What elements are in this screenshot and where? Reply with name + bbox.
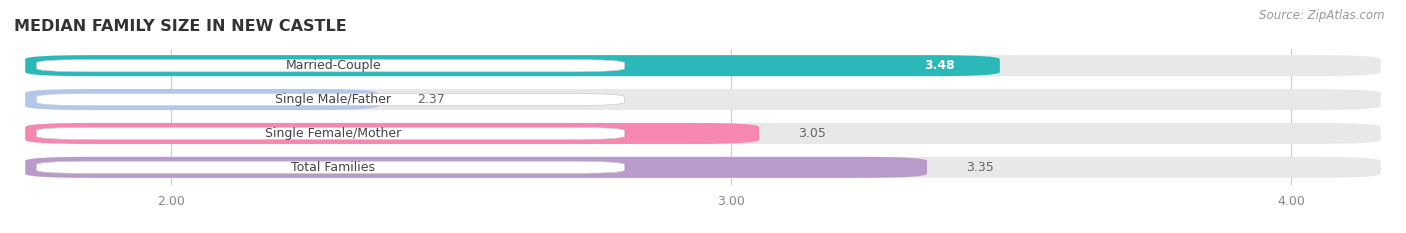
Text: 3.05: 3.05 xyxy=(799,127,827,140)
Text: Married-Couple: Married-Couple xyxy=(285,59,381,72)
FancyBboxPatch shape xyxy=(37,161,624,173)
FancyBboxPatch shape xyxy=(25,55,1000,76)
Text: 3.48: 3.48 xyxy=(924,59,955,72)
FancyBboxPatch shape xyxy=(37,60,624,72)
FancyBboxPatch shape xyxy=(25,123,759,144)
FancyBboxPatch shape xyxy=(37,93,624,106)
Text: 2.37: 2.37 xyxy=(418,93,446,106)
Text: Total Families: Total Families xyxy=(291,161,375,174)
Text: Source: ZipAtlas.com: Source: ZipAtlas.com xyxy=(1260,9,1385,22)
FancyBboxPatch shape xyxy=(25,89,378,110)
Text: MEDIAN FAMILY SIZE IN NEW CASTLE: MEDIAN FAMILY SIZE IN NEW CASTLE xyxy=(14,19,347,34)
FancyBboxPatch shape xyxy=(25,55,1381,76)
Text: 3.35: 3.35 xyxy=(966,161,994,174)
FancyBboxPatch shape xyxy=(25,157,927,178)
FancyBboxPatch shape xyxy=(25,157,1381,178)
FancyBboxPatch shape xyxy=(25,89,1381,110)
FancyBboxPatch shape xyxy=(25,123,1381,144)
Text: Single Female/Mother: Single Female/Mother xyxy=(266,127,402,140)
FancyBboxPatch shape xyxy=(37,127,624,140)
Text: Single Male/Father: Single Male/Father xyxy=(276,93,391,106)
